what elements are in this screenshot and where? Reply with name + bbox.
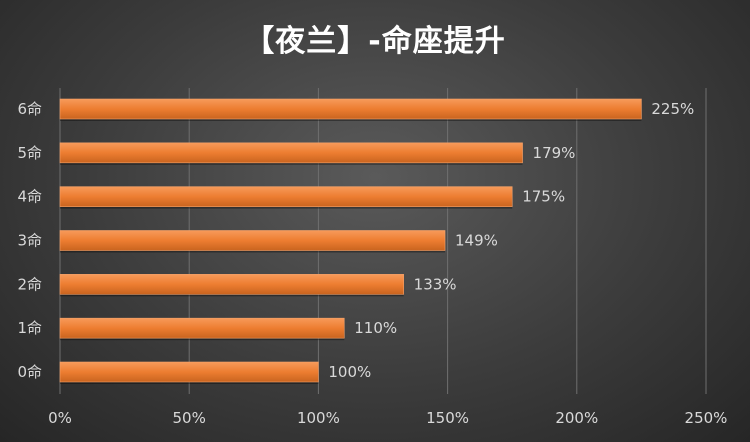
- y-tick-label: 3命: [17, 232, 42, 250]
- x-tick-label: 100%: [297, 409, 340, 427]
- y-tick-label: 2命: [17, 275, 42, 293]
- bar: [59, 317, 345, 339]
- bar: [59, 230, 446, 251]
- data-label: 175%: [522, 188, 565, 206]
- x-tick-label: 50%: [173, 409, 206, 427]
- bar: [59, 274, 404, 295]
- data-label: 179%: [533, 144, 576, 162]
- x-tick-label: 150%: [426, 409, 469, 427]
- y-tick-label: 4命: [17, 188, 42, 206]
- bar: [59, 186, 513, 207]
- bar: [59, 98, 642, 120]
- data-label: 149%: [455, 232, 498, 250]
- y-tick-label: 6命: [17, 100, 42, 118]
- y-tick-label: 5命: [17, 144, 42, 162]
- labels: 0% 50% 100% 150% 200% 250% 0命 100% 1命 110% 2命 133% 3…: [17, 100, 727, 427]
- x-tick-label: 200%: [555, 409, 598, 427]
- data-label: 100%: [328, 363, 371, 381]
- chart-title: 【夜兰】-命座提升: [244, 24, 506, 59]
- y-tick-label: 0命: [17, 363, 42, 381]
- y-tick-label: 1命: [17, 319, 42, 337]
- data-label: 133%: [414, 275, 457, 293]
- data-label: 110%: [354, 319, 397, 337]
- bars: [59, 98, 642, 384]
- data-label: 225%: [651, 100, 694, 118]
- bar: [59, 361, 319, 383]
- bar: [59, 142, 523, 164]
- x-tick-label: 0%: [48, 409, 72, 427]
- x-tick-label: 250%: [685, 409, 728, 427]
